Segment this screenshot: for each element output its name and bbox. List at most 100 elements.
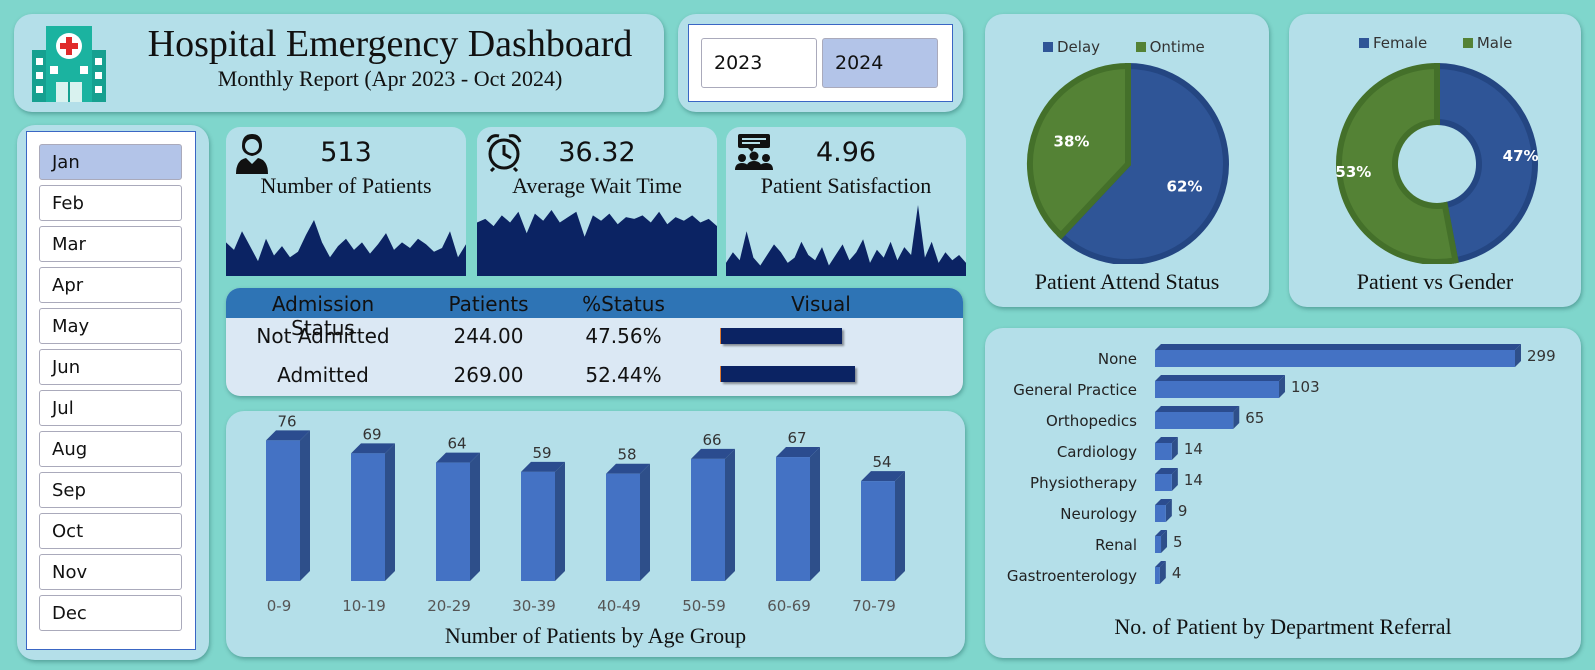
attend-chart-title: Patient Attend Status — [1034, 269, 1220, 294]
department-referral-chart: None 299 General Practice 103 Orthopedics 65 C… — [1007, 344, 1556, 585]
header-admission-status: Admission Status — [271, 292, 375, 340]
age-bar — [266, 430, 310, 581]
age-tick-label: 0-9 — [267, 597, 292, 615]
kpi-average-wait-time: 36.32 Average Wait Time — [477, 127, 717, 276]
row-patients: 244.00 — [453, 324, 524, 348]
dashboard-subtitle: Monthly Report (Apr 2023 - Oct 2024) — [217, 66, 563, 91]
header-patients: Patients — [448, 292, 529, 316]
admission-status-table: Admission Status Patients %Status Visual… — [226, 288, 963, 396]
age-data-label: 69 — [362, 425, 381, 443]
kpi-satisfaction-label: Patient Satisfaction — [760, 173, 932, 198]
age-tick-label: 50-59 — [682, 597, 726, 615]
month-button-mar[interactable]: Mar — [39, 226, 182, 262]
age-bar — [606, 463, 650, 581]
pie-slice — [1336, 62, 1459, 264]
dept-data-label: 4 — [1172, 564, 1182, 582]
age-bar — [436, 452, 480, 581]
dept-bar — [1155, 437, 1178, 460]
age-tick-label: 10-19 — [342, 597, 386, 615]
header-status-pct: %Status — [582, 292, 665, 316]
legend-ontime: Ontime — [1149, 38, 1205, 56]
pie-data-label: 47% — [1503, 147, 1539, 165]
kpi-wait-value: 36.32 — [558, 137, 636, 168]
month-button-aug[interactable]: Aug — [39, 431, 182, 467]
admission-table-header: Admission Status Patients %Status Visual — [226, 288, 963, 340]
dept-category-label: General Practice — [1013, 381, 1137, 399]
legend-male: Male — [1476, 34, 1513, 52]
month-button-sep[interactable]: Sep — [39, 472, 182, 508]
age-data-label: 67 — [787, 429, 806, 447]
gender-chart-panel: Female Male 47% 53% Patient vs Gender — [1289, 14, 1581, 307]
row-patients: 269.00 — [453, 363, 524, 387]
age-bar — [521, 461, 565, 581]
satisfaction-sparkline — [726, 205, 966, 276]
dept-bar — [1155, 406, 1240, 429]
age-tick-label: 70-79 — [852, 597, 896, 615]
pie-slice — [1027, 62, 1131, 240]
sparkline-area — [226, 220, 466, 276]
year-button-2024[interactable]: 2024 — [822, 38, 938, 88]
dept-data-label: 65 — [1245, 409, 1264, 427]
dept-bar — [1155, 375, 1286, 398]
row-pct: 47.56% — [585, 324, 662, 348]
attend-status-pie: 62% 38% — [1027, 62, 1229, 264]
gender-legend: Female Male — [1359, 34, 1512, 52]
age-tick-label: 30-39 — [512, 597, 556, 615]
dept-category-label: Gastroenterology — [1007, 567, 1137, 585]
month-button-jul[interactable]: Jul — [39, 390, 182, 426]
age-tick-label: 40-49 — [597, 597, 641, 615]
pie-data-label: 62% — [1167, 177, 1203, 195]
dept-data-label: 5 — [1173, 533, 1183, 551]
age-data-label: 66 — [702, 431, 721, 449]
gender-chart-title: Patient vs Gender — [1356, 269, 1514, 294]
age-chart-title: Number of Patients by Age Group — [444, 623, 747, 648]
month-button-oct[interactable]: Oct — [39, 513, 182, 549]
sparkline-area — [726, 205, 966, 276]
sparkline-area — [477, 210, 717, 276]
dept-category-label: Renal — [1095, 536, 1137, 554]
dept-chart-title: No. of Patient by Department Referral — [1114, 614, 1452, 639]
age-data-label: 59 — [532, 444, 551, 462]
group-feedback-icon — [735, 134, 773, 170]
age-data-label: 54 — [872, 453, 891, 471]
month-slicer: Jan Feb Mar Apr May Jun Jul Aug Sep Oct Nov Dec — [17, 125, 209, 660]
dept-category-label: Orthopedics — [1046, 412, 1137, 430]
age-group-chart: 76 0-9 69 10-19 64 20-29 59 30-39 58 40-49 66 50-59… — [266, 412, 905, 615]
month-button-jun[interactable]: Jun — [39, 349, 182, 385]
title-panel: Hospital Emergency Dashboard Monthly Rep… — [14, 14, 664, 112]
dept-bar — [1155, 561, 1166, 584]
legend-delay: Delay — [1057, 38, 1101, 56]
month-button-dec[interactable]: Dec — [39, 595, 182, 631]
dept-data-label: 299 — [1527, 347, 1556, 365]
month-button-jan[interactable]: Jan — [39, 144, 182, 180]
row-status: Not Admitted — [256, 324, 390, 348]
gender-donut: 47% 53% — [1335, 62, 1539, 264]
dept-data-label: 14 — [1184, 440, 1203, 458]
year-button-2023[interactable]: 2023 — [701, 38, 817, 88]
row-status: Admitted — [277, 363, 369, 387]
dept-bar — [1155, 499, 1172, 522]
kpi-patients-value: 513 — [320, 137, 372, 168]
month-button-apr[interactable]: Apr — [39, 267, 182, 303]
dept-data-label: 14 — [1184, 471, 1203, 489]
dept-category-label: Cardiology — [1057, 443, 1137, 461]
kpi-patients-label: Number of Patients — [260, 173, 432, 198]
pie-data-label: 38% — [1054, 133, 1090, 151]
age-tick-label: 20-29 — [427, 597, 471, 615]
month-button-may[interactable]: May — [39, 308, 182, 344]
dept-data-label: 103 — [1291, 378, 1320, 396]
attend-status-chart-panel: Delay Ontime 62% 38% Patient Attend Statu… — [985, 14, 1269, 307]
hospital-icon — [32, 26, 106, 102]
month-button-feb[interactable]: Feb — [39, 185, 182, 221]
month-button-nov[interactable]: Nov — [39, 554, 182, 590]
pie-data-label: 53% — [1335, 163, 1371, 181]
age-bar — [861, 471, 905, 581]
alarm-clock-icon — [486, 134, 522, 172]
age-bar — [776, 447, 820, 581]
age-group-chart-panel: 76 0-9 69 10-19 64 20-29 59 30-39 58 40-49 66 50-59… — [226, 411, 965, 657]
age-data-label: 76 — [277, 412, 296, 430]
year-slicer-frame: 2023 2024 — [688, 24, 953, 102]
attend-legend: Delay Ontime — [1043, 38, 1205, 56]
kpi-patient-satisfaction: 4.96 Patient Satisfaction — [726, 127, 966, 276]
dept-category-label: None — [1098, 350, 1137, 368]
